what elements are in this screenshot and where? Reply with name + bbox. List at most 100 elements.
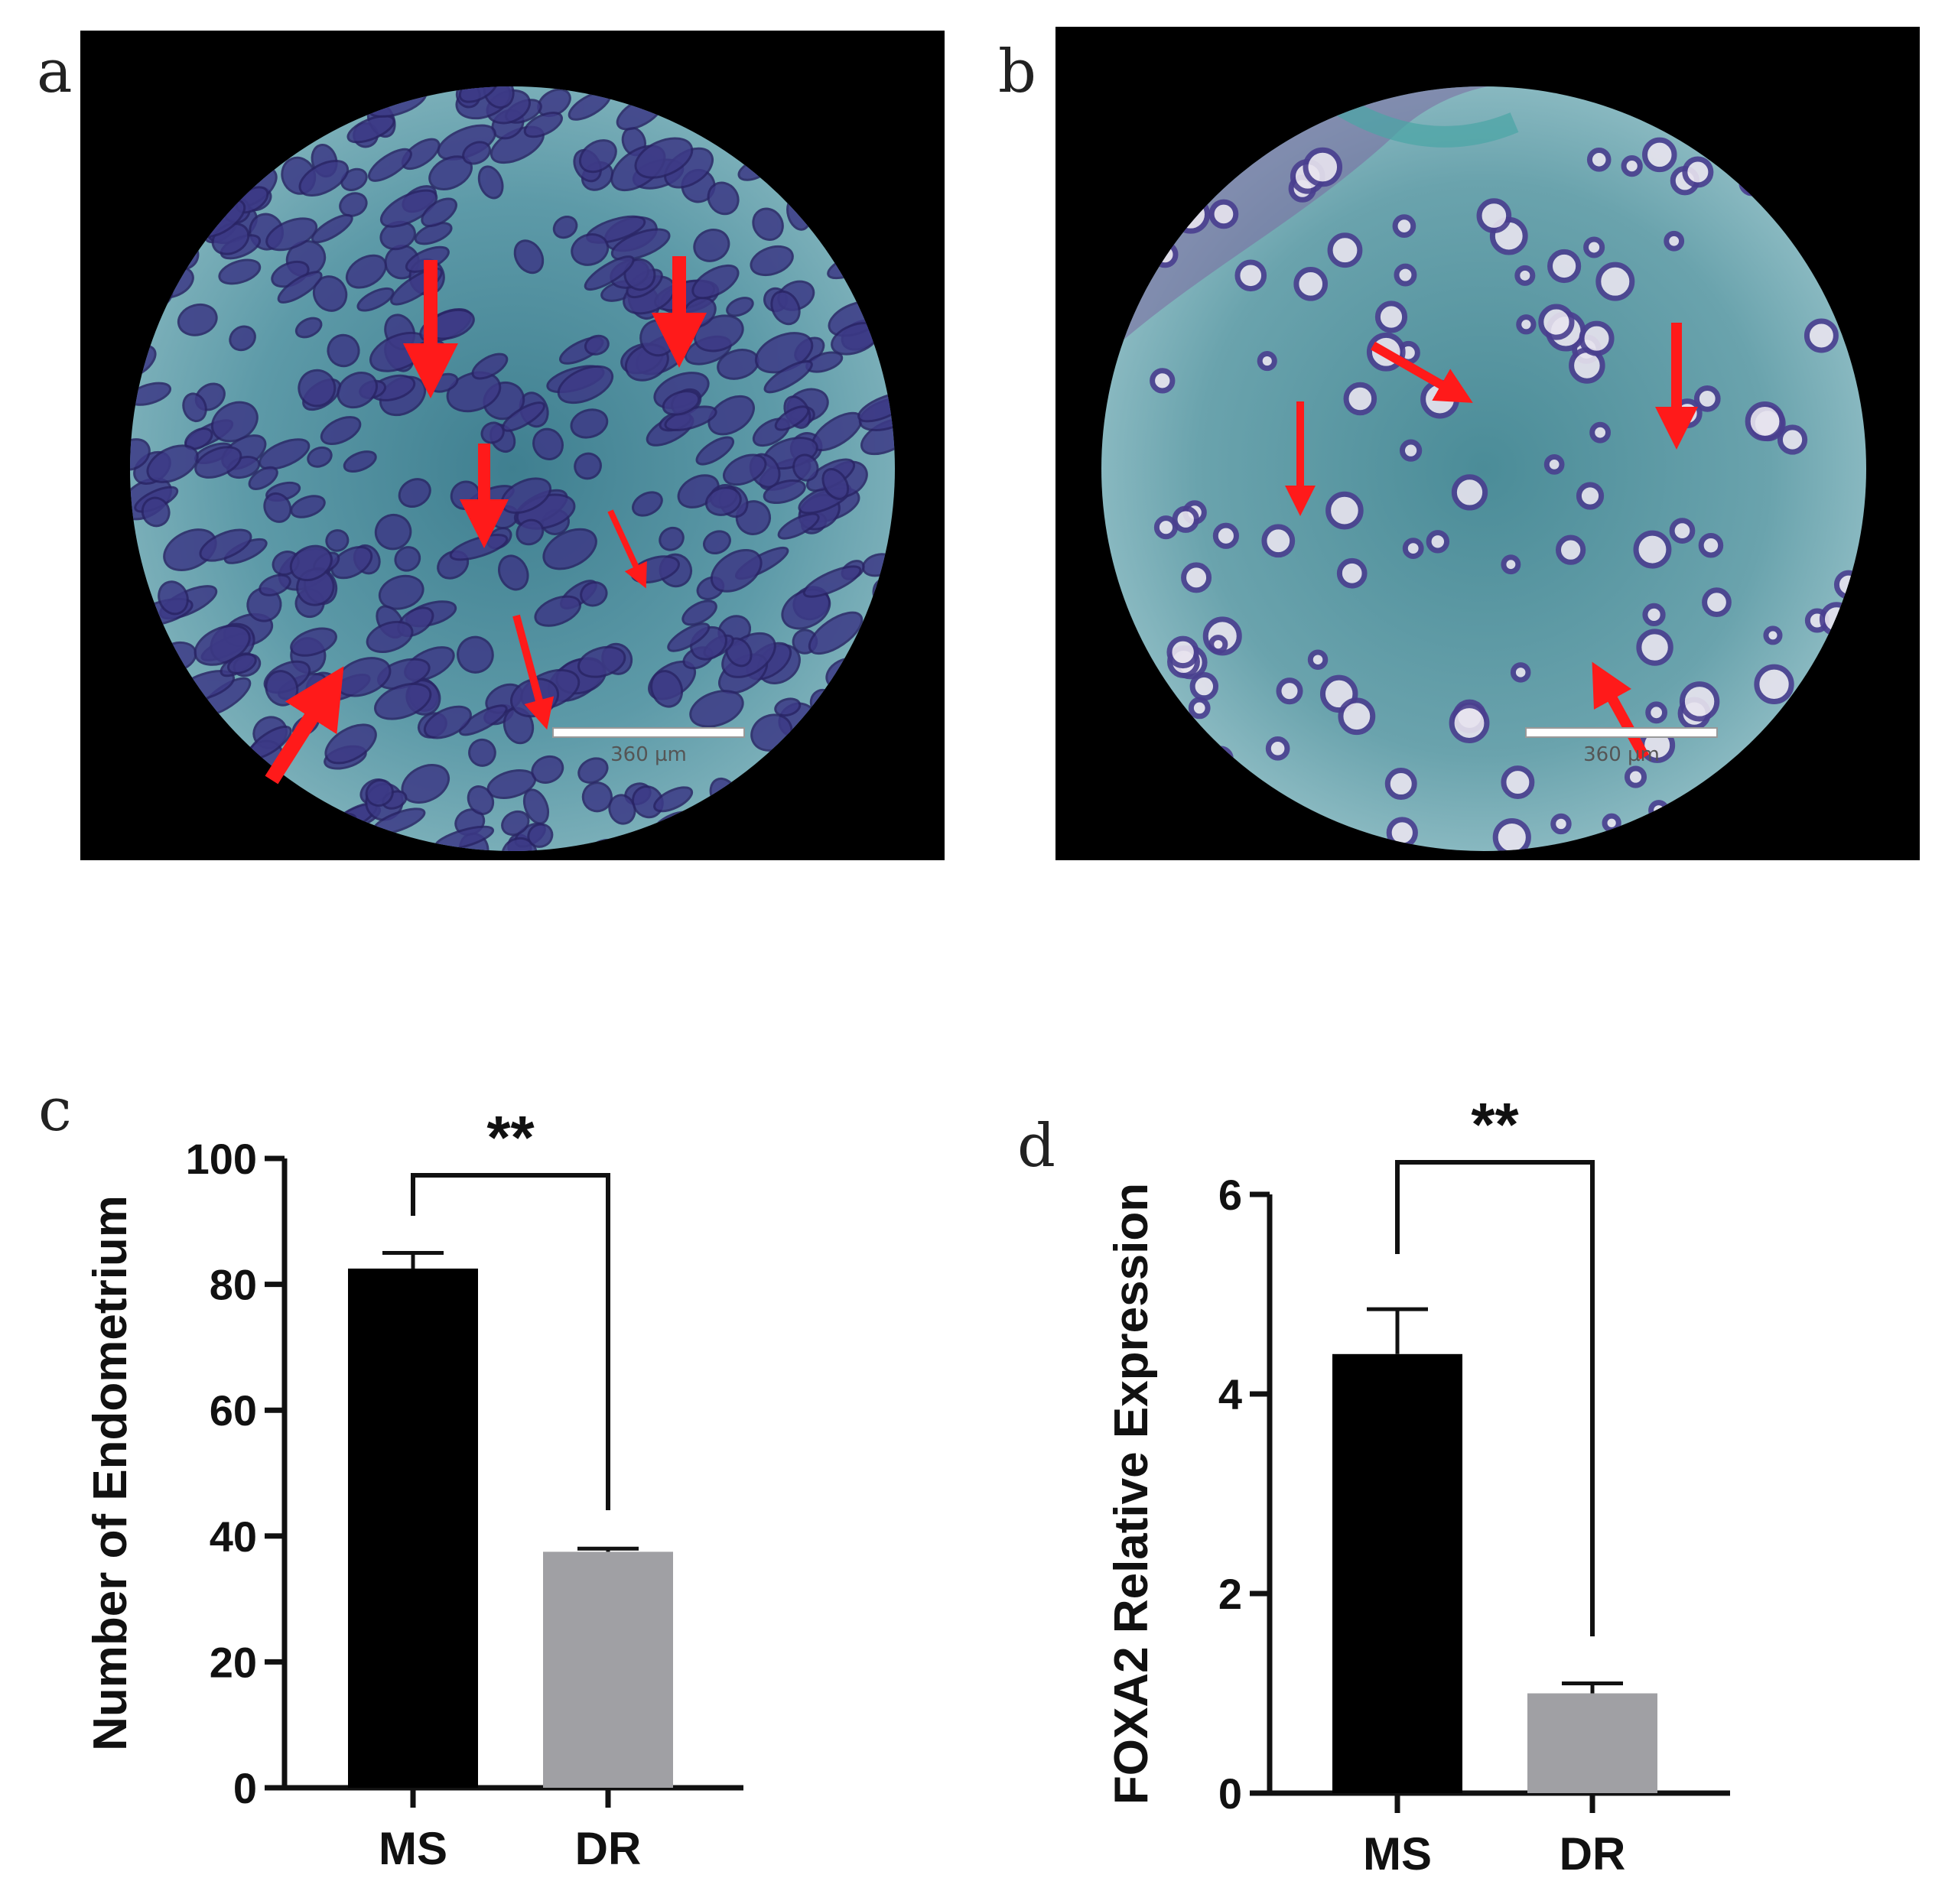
gland-a: [307, 446, 333, 468]
gland-b: [1343, 382, 1377, 416]
gland-b: [1693, 385, 1721, 412]
gland-a: [182, 392, 207, 423]
y-tick-label: 4: [1218, 1370, 1242, 1418]
gland-a: [531, 755, 564, 784]
panel-letter-d: d: [1017, 1112, 1055, 1181]
gland-a: [681, 599, 717, 626]
bar-ms: [1332, 1353, 1462, 1793]
gland-a: [770, 290, 801, 326]
gland-a: [653, 786, 694, 813]
gland-b: [1698, 532, 1724, 558]
gland-b: [1510, 662, 1531, 683]
gland-b: [1336, 557, 1368, 589]
gland-a: [141, 496, 171, 528]
gland-a: [534, 595, 581, 627]
gland-a: [707, 181, 740, 216]
significance-bracket: [1395, 1160, 1595, 1636]
gland-b: [1257, 351, 1277, 372]
gland-a: [726, 297, 754, 317]
gland-b: [1555, 534, 1586, 565]
gland-a: [581, 781, 613, 813]
gland-a: [290, 495, 326, 518]
gland-a: [340, 167, 368, 191]
gland-a: [632, 491, 663, 517]
gland-a: [502, 401, 545, 432]
gland-a: [468, 738, 496, 767]
y-tick-label: 60: [210, 1386, 257, 1434]
y-tick-label: 20: [210, 1638, 257, 1686]
y-tick-label: 2: [1218, 1570, 1242, 1618]
scale-bar-a: [552, 727, 745, 738]
gland-b: [1426, 530, 1450, 554]
gland-a: [774, 405, 810, 431]
gland-b: [1514, 265, 1536, 286]
gland-a: [577, 645, 626, 678]
gland-a: [194, 446, 242, 479]
gland-a: [368, 148, 412, 182]
gland-a: [467, 785, 495, 815]
gland-b: [1547, 249, 1582, 284]
y-tick-label: 40: [210, 1512, 257, 1561]
gland-a: [498, 554, 529, 591]
gland-a: [532, 427, 564, 460]
x-tick-label-dr: DR: [575, 1823, 642, 1874]
gland-a: [423, 705, 472, 739]
gland-a: [792, 453, 819, 482]
gland-a: [320, 416, 362, 446]
gland-b: [1338, 697, 1376, 736]
gland-a: [366, 620, 414, 653]
gland-b: [1234, 259, 1267, 292]
gland-a: [516, 518, 545, 546]
gland-a: [774, 697, 802, 717]
gland-a: [421, 197, 457, 228]
gland-a: [693, 229, 730, 262]
gland-b: [1669, 518, 1696, 544]
gland-a: [522, 788, 550, 825]
bar-ms: [348, 1269, 478, 1788]
gland-b: [1189, 671, 1219, 701]
gland-b: [1754, 664, 1794, 704]
gland-a: [218, 258, 262, 285]
gland-b: [1777, 424, 1808, 455]
micrograph-b-tissue: [1101, 86, 1866, 851]
gland-a: [298, 159, 350, 197]
gland-a: [662, 390, 701, 416]
gland-a: [703, 530, 731, 555]
gland-a: [659, 526, 685, 551]
y-tick-label: 80: [210, 1261, 257, 1309]
gland-b: [1384, 768, 1417, 801]
gland-a: [356, 287, 395, 312]
chart-d: 0 2 4 6 FOXA2 Relative Expression MS DR **: [1105, 1090, 1730, 1880]
gland-a: [263, 492, 292, 523]
gland-a: [763, 359, 813, 394]
gland-a: [446, 371, 502, 413]
gland-a: [325, 529, 350, 552]
gland-a: [763, 479, 806, 504]
bar-dr: [1527, 1693, 1657, 1793]
gland-a: [378, 574, 424, 610]
gland-b: [1188, 697, 1211, 720]
gland-b: [1208, 199, 1239, 229]
gland-b: [1307, 649, 1329, 670]
panel-letter-a: a: [37, 37, 73, 106]
gland-a: [704, 486, 742, 516]
gland-b: [1172, 505, 1199, 533]
gland-a: [570, 408, 609, 439]
gland-a: [557, 365, 614, 405]
gland-b: [1303, 147, 1343, 187]
arrow-a-6: [265, 666, 344, 785]
gland-a: [289, 544, 333, 582]
y-tick-label: 0: [233, 1764, 257, 1812]
panel-a: a 360 µm: [37, 31, 945, 860]
gland-b: [1181, 562, 1212, 593]
gland-a: [339, 192, 368, 217]
gland-a: [808, 611, 864, 655]
arrow-b-4: [1592, 661, 1650, 760]
gland-a: [707, 395, 755, 436]
gland-a: [821, 468, 850, 501]
gland-a: [523, 111, 563, 138]
panel-d: d 0 2 4 6 FOXA2 Relative Expression MS DR **: [1017, 1090, 1730, 1880]
gland-a: [229, 325, 256, 352]
gland-a: [158, 580, 189, 616]
